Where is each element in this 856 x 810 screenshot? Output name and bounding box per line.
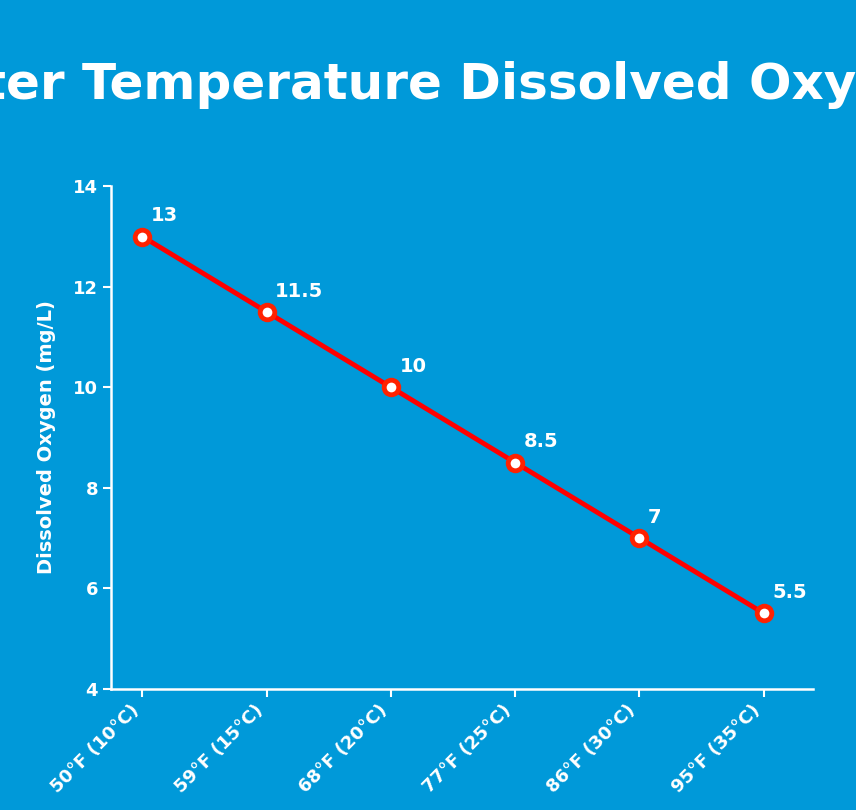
Text: 11.5: 11.5 [276,282,324,301]
Text: Water Temperature Dissolved Oxygen: Water Temperature Dissolved Oxygen [0,61,856,109]
Text: 8.5: 8.5 [524,433,558,451]
Text: 5.5: 5.5 [772,583,807,602]
Y-axis label: Dissolved Oxygen (mg/L): Dissolved Oxygen (mg/L) [38,301,56,574]
Text: 13: 13 [151,207,178,225]
Text: 10: 10 [400,357,426,376]
Text: 7: 7 [648,508,662,526]
